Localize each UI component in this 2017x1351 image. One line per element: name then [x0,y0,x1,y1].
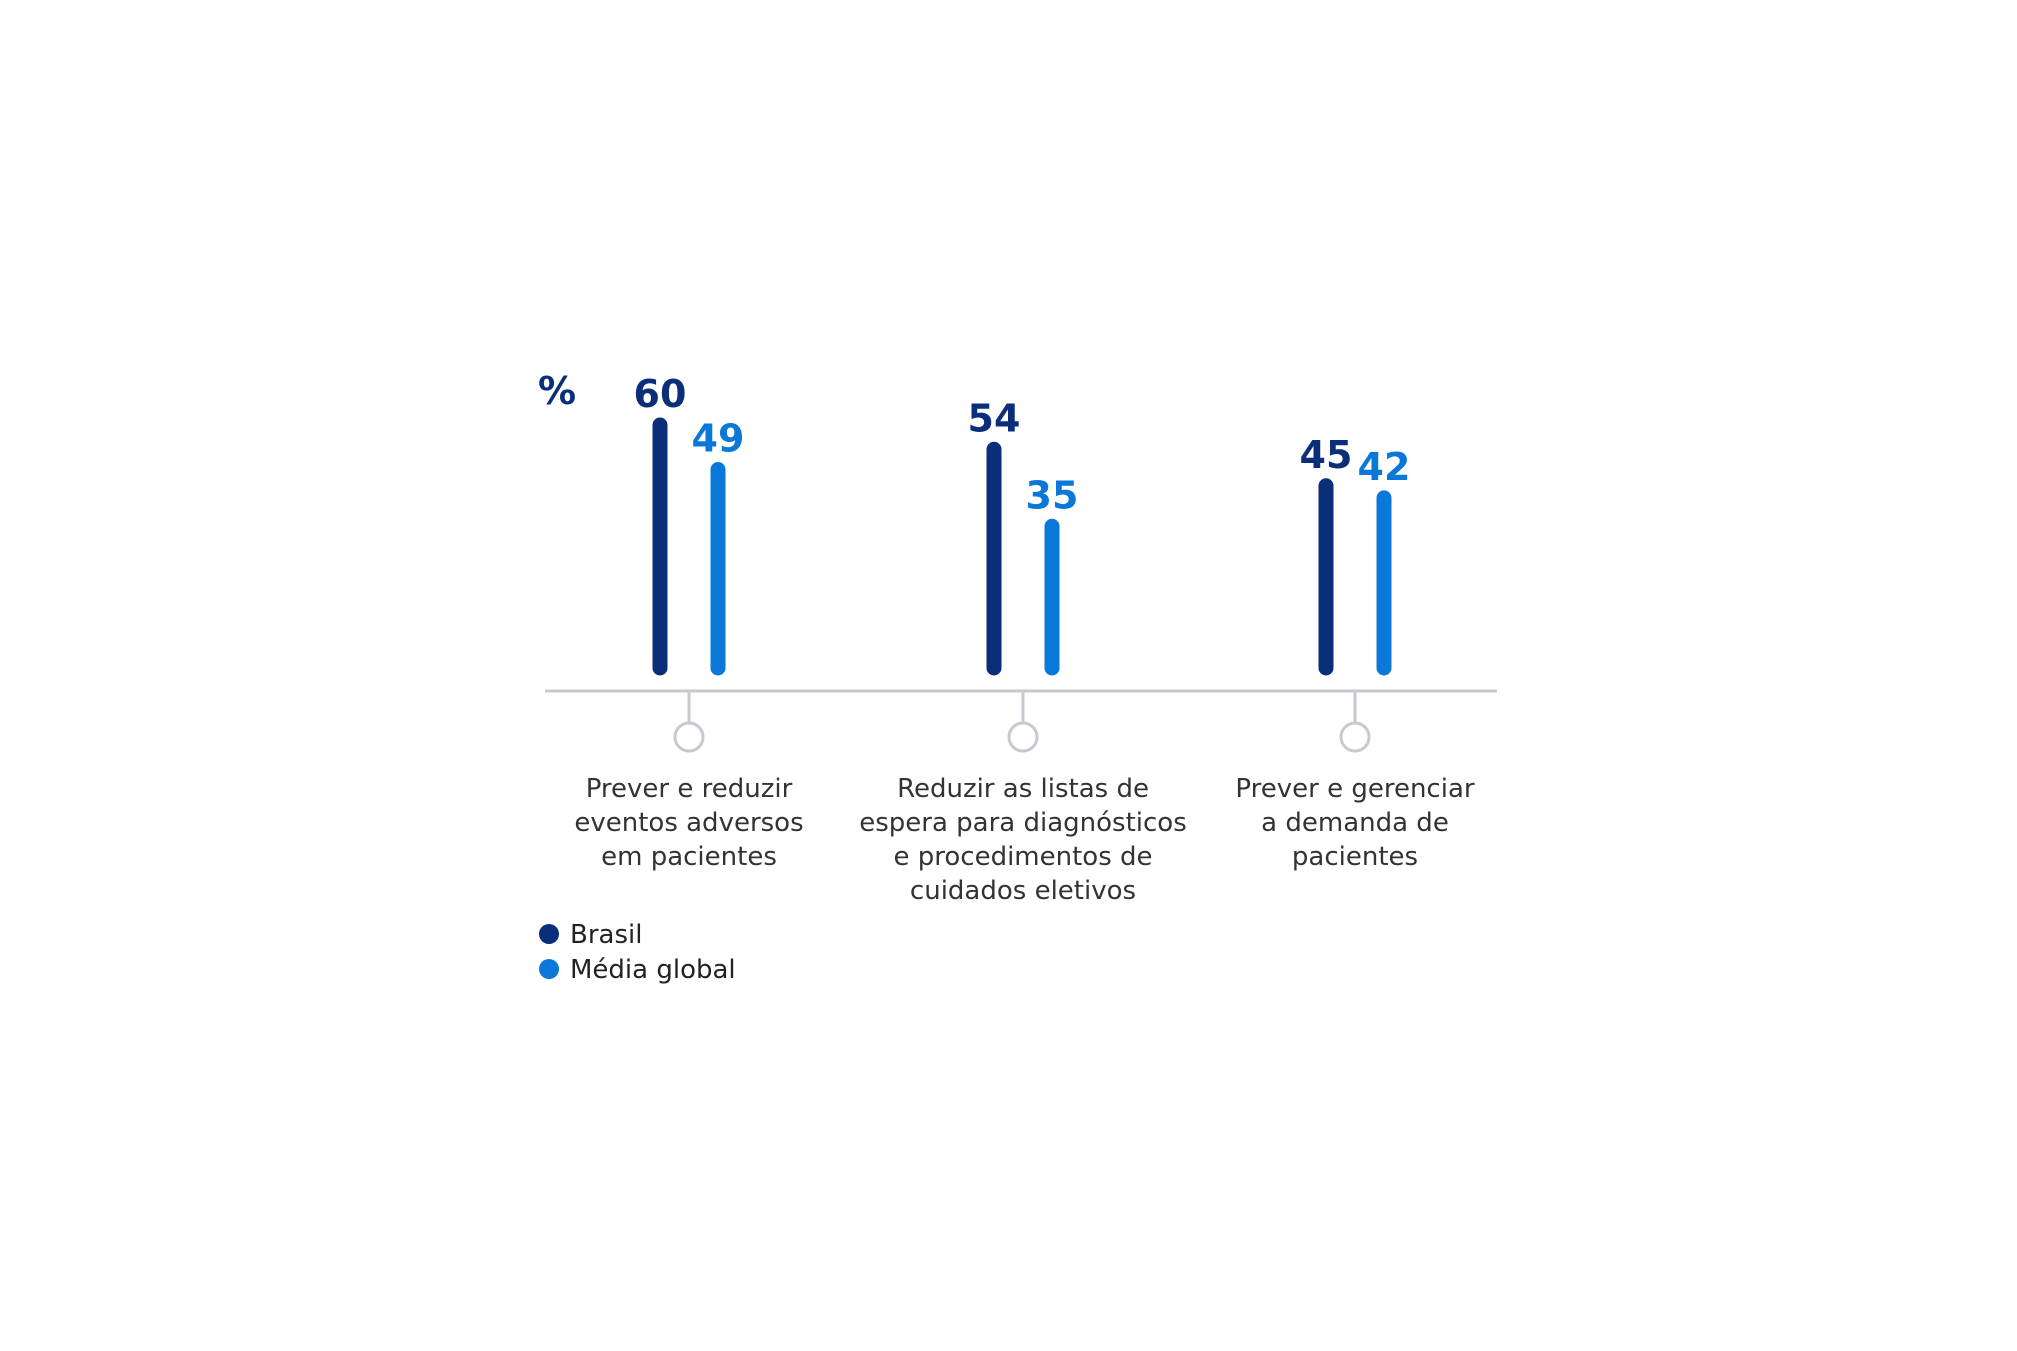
category-labels: Prever e reduzir eventos adversos em pacie… [574,774,1475,906]
category-label-line: eventos adversos [574,808,803,838]
category-label-line: a demanda de [1261,808,1449,838]
category-label-0: Prever e reduzir eventos adversos em pacie… [574,774,803,872]
category-label-line: Reduzir as listas de [897,774,1149,804]
category-label-line: e procedimentos de [893,842,1152,872]
data-label-brasil-2: 45 [1300,433,1353,477]
circle-marker-icon [1007,721,1039,753]
data-label-brasil-1: 54 [968,396,1021,440]
category-label-line: espera para diagnósticos [859,808,1187,838]
ticks-layer [673,691,1371,753]
category-label-2: Prever e gerenciar a demanda de pacientes [1235,774,1474,872]
circle-marker-icon [673,721,705,753]
category-label-line: pacientes [1292,842,1418,872]
legend: Brasil Média global [539,920,736,985]
category-label-line: cuidados eletivos [910,876,1136,906]
unit-label: % [538,369,576,413]
legend-label-media-global: Média global [570,955,736,985]
data-label-media-global-0: 49 [692,417,745,461]
category-label-line: Prever e gerenciar [1235,774,1474,804]
category-label-1: Reduzir as listas de espera para diagnóst… [859,774,1187,906]
data-label-media-global-1: 35 [1026,473,1079,517]
circle-marker-icon [1339,721,1371,753]
category-label-line: Prever e reduzir [586,774,793,804]
legend-dot-icon-media-global [539,959,559,979]
legend-dot-icon-brasil [539,924,559,944]
bars-layer: 60 54 45 49 35 42 [634,372,1411,676]
category-label-line: em pacientes [601,842,777,872]
legend-label-brasil: Brasil [570,920,642,950]
data-label-media-global-2: 42 [1358,445,1411,489]
data-label-brasil-0: 60 [634,372,687,416]
